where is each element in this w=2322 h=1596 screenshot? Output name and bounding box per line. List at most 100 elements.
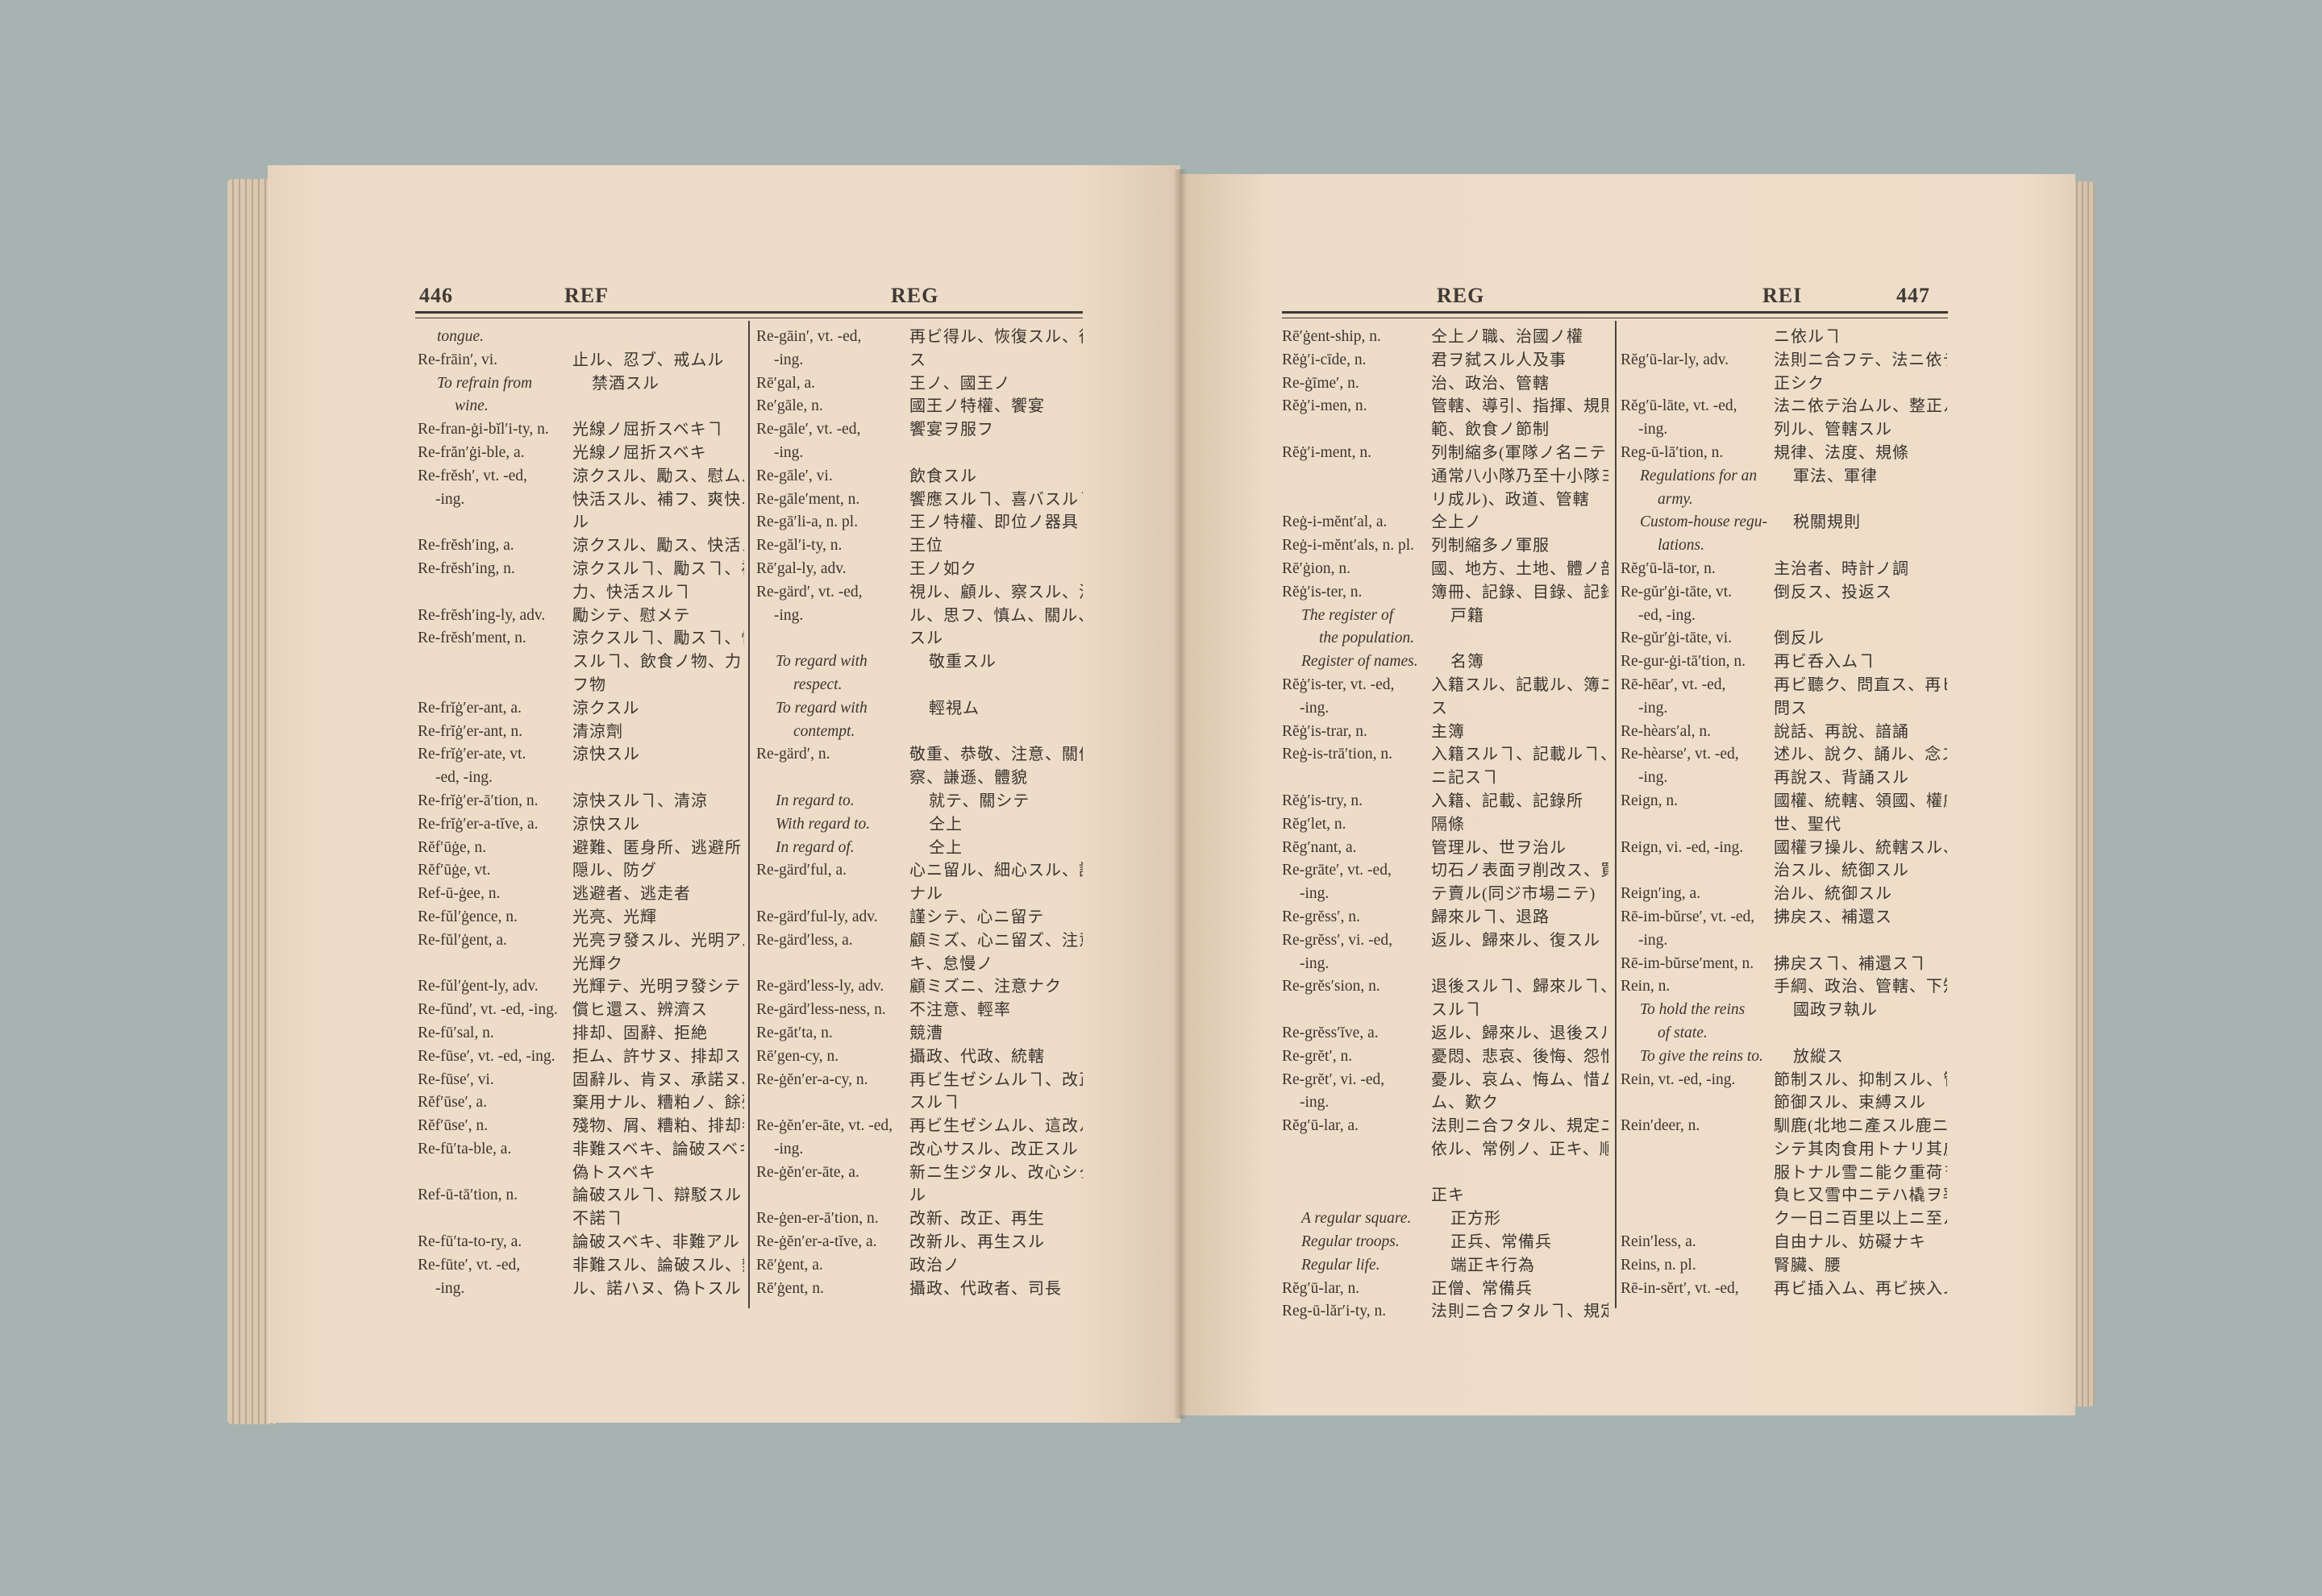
dictionary-entry: Re-ġīme′, n. 治、政治、管轄	[1282, 372, 1608, 396]
definition-line: 列制縮多(軍隊ノ名ニテ	[1431, 443, 1607, 462]
definition-line: ル、諾ハヌ、偽トスル	[572, 1279, 742, 1298]
headword-line: Re-ġĕn′er-āte, a.	[756, 1163, 859, 1181]
headword-line: Re-fūte′, vt. -ed,	[418, 1256, 521, 1274]
definition-line: 隠ル、防グ	[572, 862, 657, 880]
entry-definition: 說話、再說、諳誦	[1774, 721, 1909, 744]
definition-line: 再ビ聽ク、問直ス、再ビ糺	[1774, 675, 1947, 694]
headword-line: Re-hèars′al, n.	[1621, 722, 1712, 740]
headword-line: Re-gärd′ful-ly, adv.	[756, 908, 878, 925]
header-rule-right	[1282, 311, 1948, 318]
entry-headword: Re-grĕss′, vi. -ed, -ing.	[1282, 929, 1431, 976]
dictionary-entry: Re-ġĕn′er-a-tĭve, a. 改新ル、再生スル	[756, 1231, 1083, 1254]
entry-definition: 攝政、代政、統轄	[909, 1045, 1045, 1069]
entry-headword: Re-gāle′, vt. -ed, -ing.	[756, 418, 909, 465]
headword-line: Reġ-i-mĕnt′als, n. pl.	[1282, 537, 1415, 555]
entry-definition: 再ビ生ゼシムル、這改ル、改心サスル、改正スル	[909, 1115, 1083, 1162]
definition-line: 王ノ如ク	[909, 559, 977, 578]
dictionary-entry: Re-frĕsh′ing, n. 涼クスルヿ、勵スヿ、補 力、快活スルヿ	[418, 558, 744, 605]
entry-definition: 仝上	[929, 813, 963, 837]
headword-line: army.	[1658, 490, 1693, 508]
entry-definition: 退後スルヿ、歸來ルヿ、復スルヿ	[1431, 975, 1608, 1022]
entry-headword: Rē-in-sĕrt′, vt. -ed,	[1621, 1278, 1774, 1301]
dictionary-entry: Rein, vt. -ed, -ing. 節制スル、抑制スル、管轄スル、節御スル、…	[1621, 1069, 1947, 1116]
dictionary-entry: Re-ġĕn′er-a-cy, n. 再ビ生ゼシムルヿ、改正 スルヿ	[756, 1069, 1083, 1116]
entry-definition: 法則ニ合フテ、法ニ依テ、正シク	[1774, 349, 1947, 396]
entry-definition: 正僧、常備兵	[1431, 1278, 1533, 1301]
entry-headword: Re-fūte′, vt. -ed, -ing.	[418, 1254, 572, 1301]
entry-definition: 輕視ム	[929, 697, 980, 744]
dictionary-entry: Rĕf′ūġe, n. 避難、匿身所、逃避所	[418, 837, 744, 860]
headword-line: Re-frĭġ′er-ant, n.	[418, 722, 523, 740]
entry-definition: 入籍、記載、記錄所	[1431, 790, 1583, 813]
entry-definition: 涼クスル	[572, 697, 639, 721]
entry-definition: 拂戻スヿ、補還スヿ	[1774, 953, 1926, 976]
definition-line: 手綱、政治、管轄、下知	[1774, 978, 1947, 996]
headword-line: Rĕf′ūġe, vt.	[418, 862, 491, 879]
entry-definition: 涼快スル	[572, 813, 640, 837]
headword-line: Re-gāle′, vt. -ed,	[756, 421, 861, 438]
entry-headword: Regulations for an army.	[1621, 465, 1793, 512]
definition-line: 問ス	[1774, 699, 1808, 717]
dictionary-entry: Re-fū′ta-ble, a. 非難スベキ、論破スベキ、偽トスベキ	[418, 1138, 744, 1185]
entry-definition: 政治ノ	[909, 1254, 960, 1278]
entry-definition: 光亮、光輝	[572, 906, 657, 929]
definition-line: ク一日ニ百里以上ニ至ル)	[1774, 1210, 1947, 1228]
headword-line: To hold the reins	[1640, 1001, 1746, 1019]
dictionary-entry: Re-gärd′less, a. 顧ミズ、心ニ留ズ、注意ナキ、怠慢ノ	[756, 929, 1083, 976]
entry-definition: 光亮ヲ發スル、光明アル、光輝ク	[572, 929, 744, 976]
definition-line: 競漕	[909, 1024, 943, 1042]
headword-line: Rē′ġent, a.	[756, 1256, 823, 1274]
entry-definition: 隔條	[1431, 813, 1465, 837]
definition-line: 再ビ得ル、恢復スル、復獲	[909, 328, 1083, 346]
guide-word-reg-left: REG	[891, 284, 939, 307]
entry-headword: In regard to.	[756, 790, 929, 813]
entry-headword: The register of the population.	[1282, 605, 1450, 651]
entry-definition: 光線ノ屈折スベキ	[572, 442, 707, 465]
definition-line: 戸籍	[1450, 606, 1484, 625]
entry-headword: Rē-im-bŭrse′, vt. -ed, -ing.	[1621, 906, 1774, 953]
headword-line: respect.	[793, 675, 843, 693]
entry-definition: 憂ル、哀ム、悔ム、惜ム、恨ム、歎ク	[1431, 1069, 1608, 1116]
entry-definition: 仝上	[929, 837, 963, 860]
dictionary-phrase: In regard to. 就テ、關シテ	[756, 790, 1083, 813]
entry-definition: 主簿	[1431, 721, 1465, 744]
headword-line: Re-gŭr′ġi-tāte, vt.	[1621, 583, 1733, 601]
definition-line: 仝上ノ職、治國ノ權	[1431, 328, 1583, 346]
headword-line: Re-frāin′, vi.	[418, 351, 498, 368]
entry-definition: 饗宴ヲ服フ	[909, 418, 994, 465]
entry-headword: Re-fŭl′ġence, n.	[418, 906, 572, 929]
definition-line: 税關規則	[1793, 513, 1861, 532]
dictionary-entry: Re-fŭl′ġence, n. 光亮、光輝	[418, 906, 744, 929]
headword-line: Re-grĕss′, vi. -ed,	[1282, 931, 1392, 949]
definition-line: 論破スルヿ、辯駁スルヿ、	[572, 1187, 744, 1205]
entry-headword: Re-ġen-er-ā′tion, n.	[756, 1207, 909, 1231]
entry-headword: Rē-im-bŭrse′ment, n.	[1621, 953, 1774, 976]
headword-line: Rĕġ′i-ment, n.	[1282, 443, 1371, 461]
definition-line: ニ依ルヿ	[1774, 328, 1841, 346]
definition-line: 通常八小隊乃至十小隊ヨ	[1431, 467, 1608, 485]
entry-headword: Re-fū′ta-ble, a.	[418, 1138, 572, 1185]
headword-line	[1621, 326, 1774, 349]
entry-headword: Rĕf′ūse′, a.	[418, 1091, 572, 1115]
headword-line: To regard with	[776, 653, 868, 671]
entry-headword: Re-gur-ġi-tā′tion, n.	[1621, 650, 1774, 674]
headword-line: -ing.	[1300, 1094, 1330, 1112]
dictionary-entry: Re-ġen-er-ā′tion, n. 改新、改正、再生	[756, 1207, 1083, 1231]
entry-definition: 涼クスルヿ、勵スヿ、快活スルヿ、飲食ノ物、力ヲ補フ物	[572, 627, 744, 696]
entry-headword: Re-frĭġ′er-ant, n.	[418, 721, 572, 744]
entry-definition: 入籍スルヿ、記載ルヿ、簿ニ記スヿ	[1431, 743, 1608, 790]
headword-line: of state.	[1658, 1024, 1708, 1041]
dictionary-entry: Re-fŭnd′, vt. -ed, -ing. 償ヒ還ス、辨濟ス	[418, 999, 744, 1022]
headword-line: -ing.	[435, 1279, 465, 1297]
headword-line: Rē′ġent-ship, n.	[1282, 328, 1381, 345]
headword-line: Rĕf′ūse′, n.	[418, 1117, 489, 1135]
dictionary-entry: Ref-ū-tā′tion, n. 論破スルヿ、辯駁スルヿ、不諾ヿ	[418, 1184, 744, 1231]
entry-headword: Re-fŭl′ġent-ly, adv.	[418, 975, 572, 999]
definition-line: テ賣ル(同ジ市場ニテ)	[1431, 885, 1596, 904]
dictionary-entry: Rē-im-bŭrse′ment, n. 拂戻スヿ、補還スヿ	[1621, 953, 1947, 976]
entry-headword: Re-ġīme′, n.	[1282, 372, 1431, 396]
entry-definition: 國、地方、土地、體ノ部分	[1431, 558, 1608, 581]
definition-line: 國權、統轄、領國、權威、治	[1774, 792, 1947, 810]
dictionary-entry: Re-gŭr′ġi-tāte, vi. 倒反ル	[1621, 627, 1947, 650]
headword-line: Re-gärd′less-ness, n.	[756, 1001, 886, 1019]
